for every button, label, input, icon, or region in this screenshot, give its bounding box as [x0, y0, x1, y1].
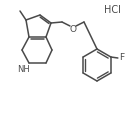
Text: O: O — [70, 24, 76, 34]
Text: NH: NH — [18, 64, 30, 73]
Text: F: F — [119, 53, 124, 63]
Text: HCl: HCl — [104, 5, 120, 15]
